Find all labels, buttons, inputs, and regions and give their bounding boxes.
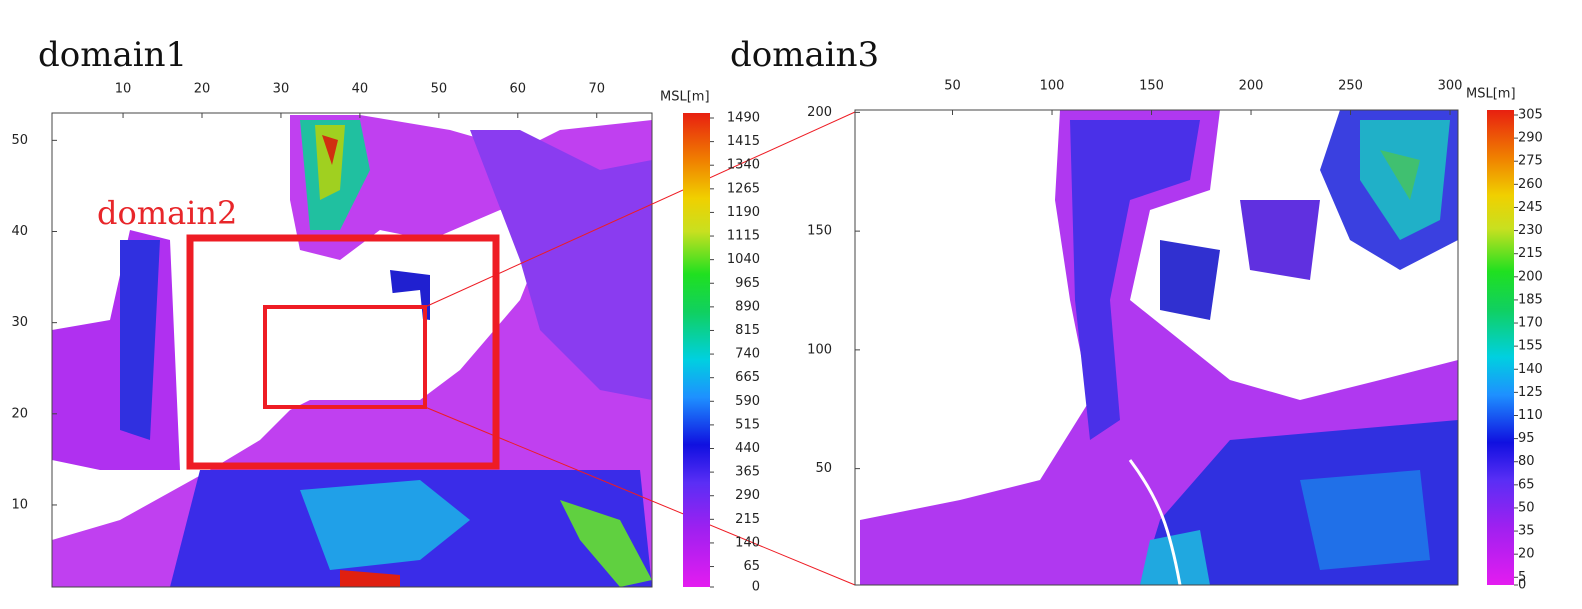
colorbar-tick-label: 665 [735,370,760,385]
panel-title: domain1 [38,35,187,75]
colorbar-tick-label: 740 [735,347,760,362]
y-tick-label: 50 [11,133,28,148]
x-tick-label: 70 [588,82,605,97]
y-tick-label: 150 [807,224,832,239]
x-tick-label: 200 [1239,79,1264,94]
colorbar-label: MSL[m] [1466,87,1516,102]
y-tick-label: 10 [11,497,28,512]
terrain-map [52,113,652,587]
colorbar-tick-label: 0 [1518,578,1526,593]
colorbar-tick-label: 185 [1518,292,1543,307]
colorbar-tick-label: 365 [735,465,760,480]
colorbar-tick-label: 290 [1518,131,1543,146]
colorbar [1487,110,1514,585]
colorbar-tick-label: 125 [1518,385,1543,400]
colorbar-tick-label: 1190 [727,205,760,220]
colorbar-tick-label: 65 [743,559,760,574]
connector [424,406,856,586]
x-tick-label: 150 [1139,79,1164,94]
colorbar-tick-label: 170 [1518,316,1543,331]
colorbar-tick-label: 815 [735,323,760,338]
plot-frame [854,109,1459,586]
terrain-map [855,110,1458,585]
x-tick-label: 60 [510,82,527,97]
colorbar-tick-label: 5 [1518,570,1526,585]
colorbar-tick-label: 200 [1518,269,1543,284]
colorbar-tick-label: 1115 [727,229,760,244]
colorbar-tick-label: 245 [1518,200,1543,215]
colorbar-tick-label: 440 [735,441,760,456]
y-tick-label: 20 [11,406,28,421]
annotation: domain2 [97,194,237,232]
y-tick-label: 50 [815,461,832,476]
colorbar-tick-label: 65 [1518,477,1535,492]
colorbar-tick-label: 215 [1518,246,1543,261]
plot-frame [51,112,653,588]
x-tick-label: 30 [273,82,290,97]
colorbar-tick-label: 1490 [727,111,760,126]
x-tick-label: 50 [944,79,961,94]
x-tick-label: 300 [1438,79,1463,94]
colorbar-tick-label: 1040 [727,252,760,267]
colorbar-tick-label: 80 [1518,454,1535,469]
y-tick-label: 40 [11,224,28,239]
colorbar-tick-label: 290 [735,488,760,503]
colorbar-tick-label: 230 [1518,223,1543,238]
colorbar-tick-label: 215 [735,512,760,527]
x-tick-label: 50 [431,82,448,97]
colorbar-tick-label: 50 [1518,500,1535,515]
x-tick-label: 20 [194,82,211,97]
colorbar-tick-label: 155 [1518,339,1543,354]
domain2-box [186,234,500,470]
domain3-box [263,305,427,409]
colorbar-tick-label: 1340 [727,158,760,173]
colorbar-tick-label: 965 [735,276,760,291]
colorbar-tick-label: 1265 [727,181,760,196]
colorbar-label: MSL[m] [660,90,710,105]
x-tick-label: 10 [115,82,132,97]
colorbar-tick-label: 140 [735,535,760,550]
colorbar-tick-label: 590 [735,394,760,409]
y-tick-label: 200 [807,105,832,120]
y-tick-label: 30 [11,315,28,330]
colorbar-tick-label: 110 [1518,408,1543,423]
colorbar [683,113,710,587]
colorbar-tick-label: 20 [1518,547,1535,562]
colorbar-tick-label: 275 [1518,154,1543,169]
connector [424,111,856,308]
colorbar-tick-label: 0 [752,580,760,595]
colorbar-tick-label: 260 [1518,177,1543,192]
colorbar-tick-label: 140 [1518,362,1543,377]
panel-title: domain3 [730,35,879,75]
y-tick-label: 100 [807,342,832,357]
colorbar-tick-label: 35 [1518,524,1535,539]
x-tick-label: 40 [352,82,369,97]
colorbar-tick-label: 515 [735,417,760,432]
x-tick-label: 250 [1338,79,1363,94]
colorbar-tick-label: 890 [735,299,760,314]
colorbar-tick-label: 1415 [727,134,760,149]
x-tick-label: 100 [1040,79,1065,94]
colorbar-tick-label: 305 [1518,108,1543,123]
colorbar-tick-label: 95 [1518,431,1535,446]
